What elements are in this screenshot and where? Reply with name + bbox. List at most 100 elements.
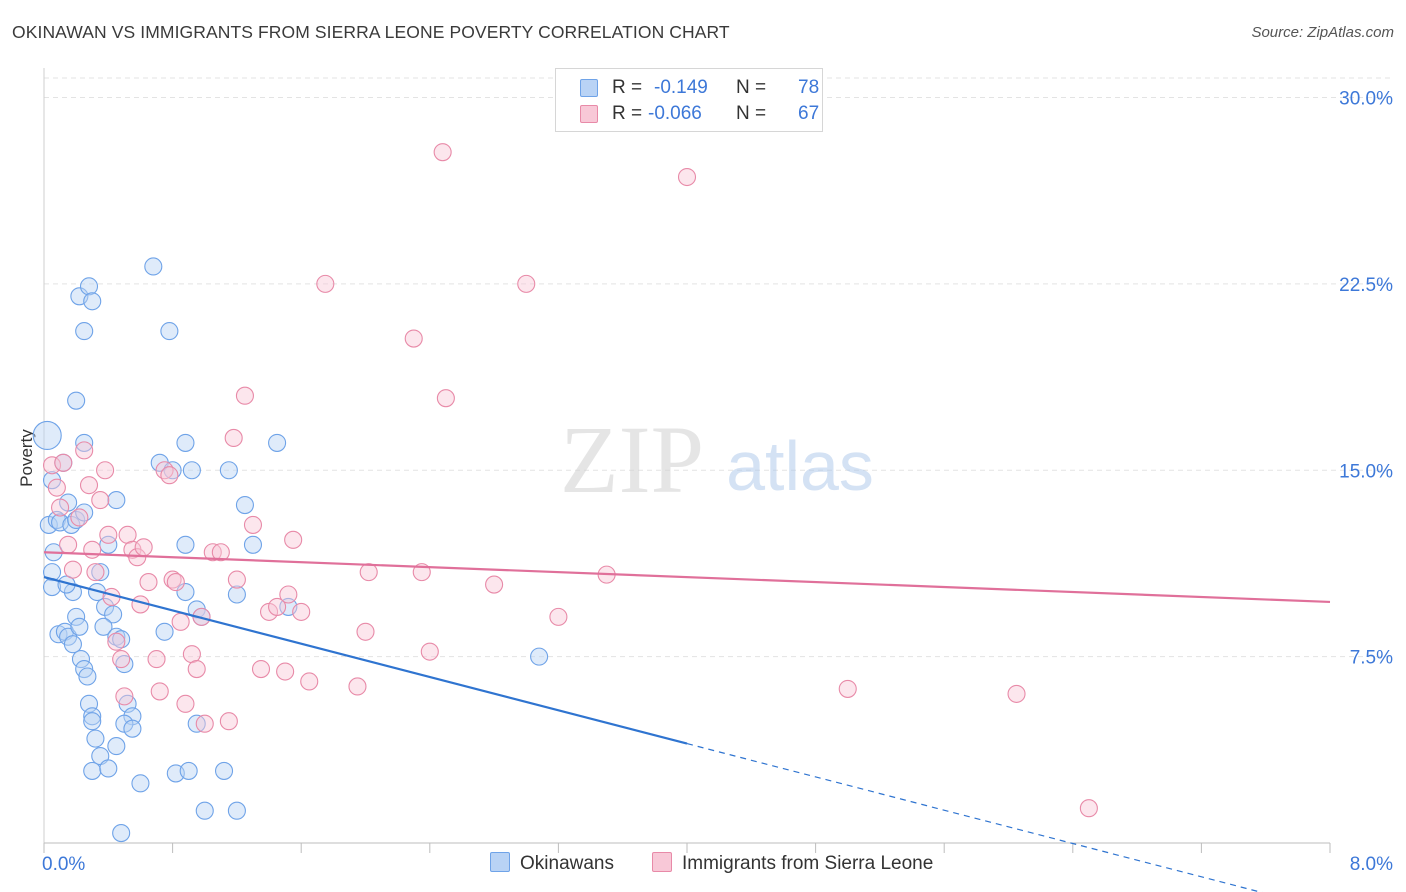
okinawans-point — [219, 461, 238, 480]
okinawans-point — [179, 761, 198, 780]
okinawans-point — [227, 585, 246, 604]
y-tick-label: 22.5% — [1339, 275, 1393, 296]
axes — [43, 68, 1331, 853]
bottom-legend-swatch-sierra-leone — [652, 852, 672, 872]
sierra-leone-point — [163, 570, 182, 589]
sierra-leone-point — [276, 662, 295, 681]
sierra-leone-point — [677, 167, 697, 187]
sierra-leone-point — [404, 329, 423, 348]
y-tick-label: 7.5% — [1350, 648, 1393, 669]
sierra-leone-point — [211, 543, 230, 562]
okinawans-point — [75, 503, 94, 522]
sierra-leone-point — [359, 563, 378, 582]
legend-r-value: -0.066 — [648, 103, 702, 124]
sierra-leone-point — [235, 386, 254, 405]
okinawans-point — [112, 630, 131, 649]
okinawans-point — [63, 635, 82, 654]
okinawans-point — [86, 729, 105, 748]
sierra-leone-point — [107, 632, 126, 651]
sierra-leone-point — [284, 530, 303, 549]
sierra-leone-point — [838, 679, 857, 698]
legend-n-label: N = — [736, 77, 767, 98]
okinawans-point — [112, 824, 131, 843]
sierra-leone-point — [112, 650, 131, 669]
okinawans-point — [91, 563, 110, 582]
okinawans-trend-line — [43, 576, 688, 745]
okinawans-point — [235, 495, 254, 515]
okinawans-point — [75, 322, 94, 341]
okinawans-point — [94, 617, 113, 636]
legend-swatch-sierra-leone — [580, 105, 598, 123]
chart-title: OKINAWAN VS IMMIGRANTS FROM SIERRA LEONE… — [12, 22, 730, 42]
bottom-legend-label-okinawans: Okinawans — [520, 853, 614, 874]
sierra-leone-point — [219, 712, 238, 731]
correlation-legend: R = -0.149 N = 78 R = -0.066 N = 67 — [555, 68, 823, 132]
legend-n-value: 78 — [798, 77, 820, 98]
watermark-zip: ZIP — [560, 406, 704, 513]
sierra-leone-point — [75, 441, 94, 460]
legend-swatch-okinawans — [580, 79, 598, 97]
series-okinawans-points — [32, 257, 549, 843]
sierra-leone-point — [279, 585, 298, 604]
okinawans-point — [176, 433, 195, 452]
legend-r-label: R = — [612, 77, 643, 98]
sierra-leone-point — [356, 622, 375, 641]
okinawans-trend-extension — [686, 743, 1263, 892]
sierra-leone-point — [96, 461, 115, 480]
y-tick-label: 15.0% — [1339, 461, 1393, 482]
sierra-leone-point — [348, 677, 367, 696]
watermark-atlas: atlas — [726, 427, 874, 505]
bottom-legend-label-sierra-leone: Immigrants from Sierra Leone — [682, 853, 934, 874]
sierra-leone-point — [268, 597, 287, 616]
sierra-leone-point — [83, 540, 102, 559]
okinawans-point — [42, 563, 62, 582]
okinawans-point — [83, 707, 102, 726]
sierra-leone-point — [79, 476, 99, 495]
sierra-leone-point — [227, 570, 246, 589]
sierra-leone-point — [292, 602, 311, 621]
okinawans-point — [144, 257, 163, 276]
okinawans-point — [83, 712, 102, 731]
sierra-leone-point — [187, 659, 206, 679]
grid — [44, 77, 1392, 658]
sierra-leone-point — [54, 453, 73, 472]
sierra-leone-point — [420, 642, 439, 661]
okinawans-point — [530, 647, 549, 666]
okinawans-point — [115, 655, 134, 674]
sierra-leone-point — [195, 714, 214, 733]
sierra-leone-point — [485, 575, 504, 594]
sierra-leone-point — [115, 687, 134, 706]
legend-n-label: N = — [736, 103, 767, 124]
x-tick-label-min: 0.0% — [42, 854, 85, 875]
okinawans-point — [107, 627, 126, 646]
sierra-leone-point — [59, 535, 78, 554]
y-tick-label: 30.0% — [1339, 89, 1393, 110]
sierra-leone-point — [176, 694, 195, 713]
okinawans-point — [182, 461, 201, 480]
sierra-leone-point — [91, 491, 110, 510]
sierra-leone-point — [42, 456, 62, 475]
sierra-leone-point — [517, 274, 536, 293]
legend-r-label: R = — [612, 103, 643, 124]
sierra-leone-point — [160, 466, 179, 485]
okinawans-point — [176, 535, 195, 554]
trend-lines — [43, 551, 1331, 892]
sierra-leone-point — [300, 672, 319, 691]
okinawans-point — [107, 737, 126, 756]
bottom-legend-sierra-leone: Immigrants from Sierra Leone — [652, 852, 933, 875]
sierra-leone-point — [251, 659, 271, 679]
okinawans-point — [243, 535, 263, 554]
sierra-leone-point — [134, 538, 153, 557]
okinawans-point — [51, 513, 70, 532]
okinawans-point — [75, 433, 94, 452]
okinawans-point — [67, 607, 86, 626]
bottom-legend-swatch-okinawans — [490, 852, 510, 872]
okinawans-point — [195, 801, 214, 820]
okinawans-point — [123, 719, 142, 738]
okinawans-point — [131, 774, 150, 793]
sierra-leone-point — [155, 461, 174, 480]
sierra-leone-point — [1079, 799, 1098, 818]
tick-labels: 7.5% 15.0% 22.5% 30.0% 0.0% 8.0% — [42, 89, 1393, 876]
okinawans-point — [32, 420, 62, 451]
